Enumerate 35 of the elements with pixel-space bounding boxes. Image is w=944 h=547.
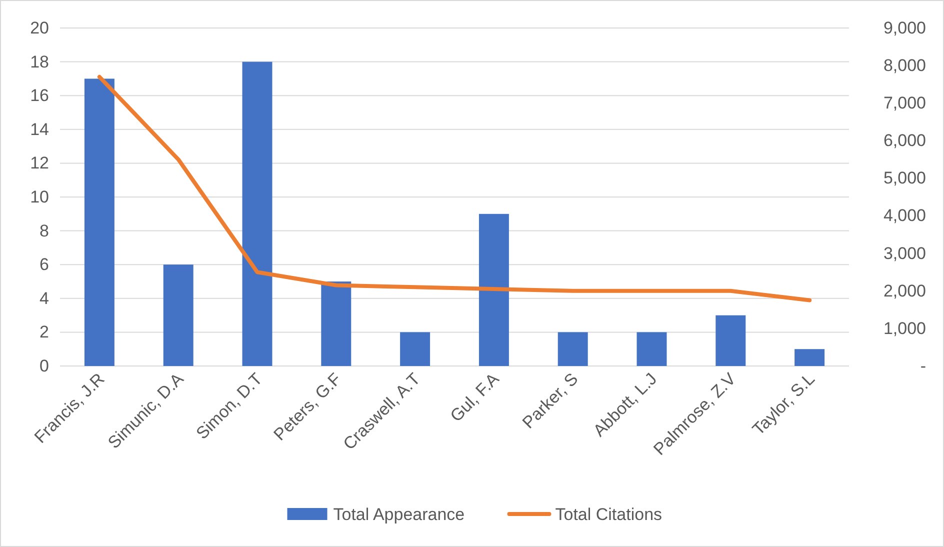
y-tick-label: 8 (40, 221, 49, 240)
x-tick-label: Gul, F.A (446, 368, 504, 426)
y-tick-label: 6 (40, 255, 49, 274)
bar (478, 214, 509, 366)
y-tick-label: 16 (30, 86, 49, 106)
bar (794, 349, 825, 366)
bar (636, 332, 667, 366)
y2-tick-label: 5,000 (883, 168, 926, 188)
y-tick-label: 20 (30, 18, 49, 38)
y2-tick-label: 3,000 (883, 244, 926, 263)
y-tick-label: 18 (30, 52, 49, 72)
y2-tick-label: 6,000 (883, 131, 926, 150)
line-series (97, 74, 812, 302)
y2-tick-label: 1,000 (883, 318, 926, 338)
bar (242, 62, 272, 366)
y2-tick-label: - (920, 356, 926, 376)
y2-tick-label: 9,000 (883, 18, 926, 38)
y-tick-label: 12 (30, 154, 49, 173)
bar (163, 264, 194, 366)
y-tick-label: 0 (40, 356, 49, 376)
bar (400, 332, 430, 366)
bar (321, 282, 352, 366)
y-tick-label: 2 (40, 322, 49, 342)
bar (716, 315, 746, 366)
y2-tick-label: 7,000 (883, 94, 926, 113)
y2-tick-label: 8,000 (883, 56, 926, 75)
y2-tick-label: 4,000 (883, 206, 926, 226)
bar (558, 332, 588, 366)
legend-label: Total Citations (555, 505, 662, 524)
y-tick-label: 4 (40, 288, 49, 308)
y2-tick-label: 2,000 (883, 281, 926, 300)
legend-label: Total Appearance (333, 505, 465, 524)
y-tick-label: 10 (30, 187, 49, 206)
bar (84, 78, 114, 366)
y-tick-label: 14 (30, 120, 49, 139)
